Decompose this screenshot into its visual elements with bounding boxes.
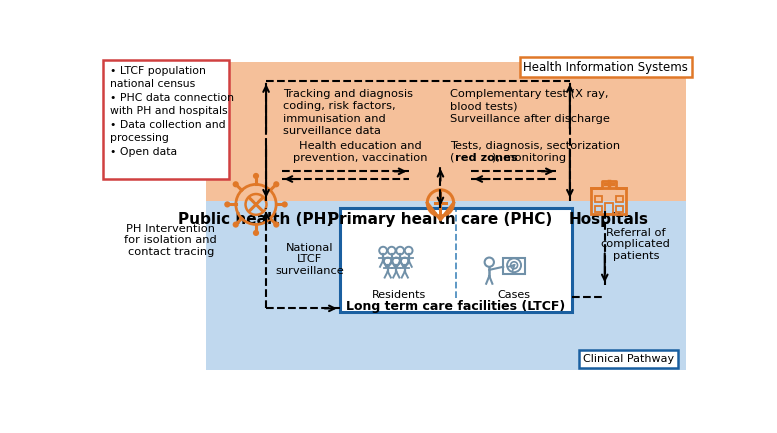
Text: surveillance: surveillance bbox=[275, 266, 344, 276]
Text: blood tests): blood tests) bbox=[450, 101, 517, 111]
Bar bbox=[594, 206, 601, 212]
Circle shape bbox=[253, 173, 259, 179]
Bar bbox=[605, 203, 612, 214]
Text: Clinical Pathway: Clinical Pathway bbox=[584, 354, 674, 364]
Text: Complementary test (X ray,: Complementary test (X ray, bbox=[450, 89, 608, 99]
Text: Health education and: Health education and bbox=[299, 141, 422, 151]
Text: Residents: Residents bbox=[372, 290, 427, 300]
Text: contact tracing: contact tracing bbox=[127, 247, 214, 257]
Bar bbox=[615, 196, 622, 202]
Text: surveillance data: surveillance data bbox=[283, 126, 381, 136]
Text: for isolation and: for isolation and bbox=[124, 235, 217, 245]
Text: prevention, vaccination: prevention, vaccination bbox=[294, 153, 428, 163]
Bar bbox=[206, 200, 686, 370]
Bar bbox=[615, 206, 622, 212]
Text: Cases: Cases bbox=[497, 290, 531, 300]
Text: • PHC data connection: • PHC data connection bbox=[110, 93, 234, 103]
Text: processing: processing bbox=[110, 133, 169, 143]
Text: Tracking and diagnosis: Tracking and diagnosis bbox=[283, 89, 413, 99]
Text: complicated: complicated bbox=[601, 239, 671, 249]
Bar bbox=[503, 258, 525, 275]
Circle shape bbox=[281, 201, 287, 207]
Bar bbox=[594, 196, 601, 202]
Text: ), monitoring: ), monitoring bbox=[493, 153, 566, 163]
Text: Primary health care (PHC): Primary health care (PHC) bbox=[329, 212, 552, 227]
Text: with PH and hospitals: with PH and hospitals bbox=[110, 106, 227, 116]
Bar bbox=[579, 350, 678, 368]
Bar bbox=[103, 60, 229, 179]
Circle shape bbox=[232, 181, 239, 187]
Text: immunisation and: immunisation and bbox=[283, 113, 386, 123]
Text: Surveillance after discharge: Surveillance after discharge bbox=[450, 113, 610, 123]
Bar bbox=[520, 57, 692, 78]
Text: • Data collection and: • Data collection and bbox=[110, 120, 225, 130]
Text: (: ( bbox=[450, 153, 455, 163]
Circle shape bbox=[274, 222, 280, 228]
Text: red zones: red zones bbox=[455, 153, 517, 163]
Text: coding, risk factors,: coding, risk factors, bbox=[283, 101, 395, 111]
Text: Health Information Systems: Health Information Systems bbox=[523, 61, 688, 74]
Text: patients: patients bbox=[612, 251, 659, 261]
Text: LTCF: LTCF bbox=[297, 255, 322, 265]
Text: • Open data: • Open data bbox=[110, 147, 176, 157]
Text: Public health (PH): Public health (PH) bbox=[179, 212, 333, 227]
Circle shape bbox=[253, 230, 259, 236]
Text: national census: national census bbox=[110, 79, 195, 89]
Bar bbox=[206, 62, 686, 251]
Text: PH Intervention: PH Intervention bbox=[126, 224, 215, 234]
Circle shape bbox=[225, 201, 231, 207]
Text: Long term care facilities (LTCF): Long term care facilities (LTCF) bbox=[347, 300, 566, 313]
Text: Tests, diagnosis, sectorization: Tests, diagnosis, sectorization bbox=[450, 141, 620, 151]
Text: Hospitals: Hospitals bbox=[569, 212, 649, 227]
Text: • LTCF population: • LTCF population bbox=[110, 66, 205, 76]
Bar bbox=[591, 188, 626, 214]
Text: National: National bbox=[286, 243, 333, 253]
Circle shape bbox=[232, 222, 239, 228]
Text: Referral of: Referral of bbox=[606, 227, 666, 238]
Bar bbox=[340, 208, 572, 312]
Circle shape bbox=[274, 181, 280, 187]
